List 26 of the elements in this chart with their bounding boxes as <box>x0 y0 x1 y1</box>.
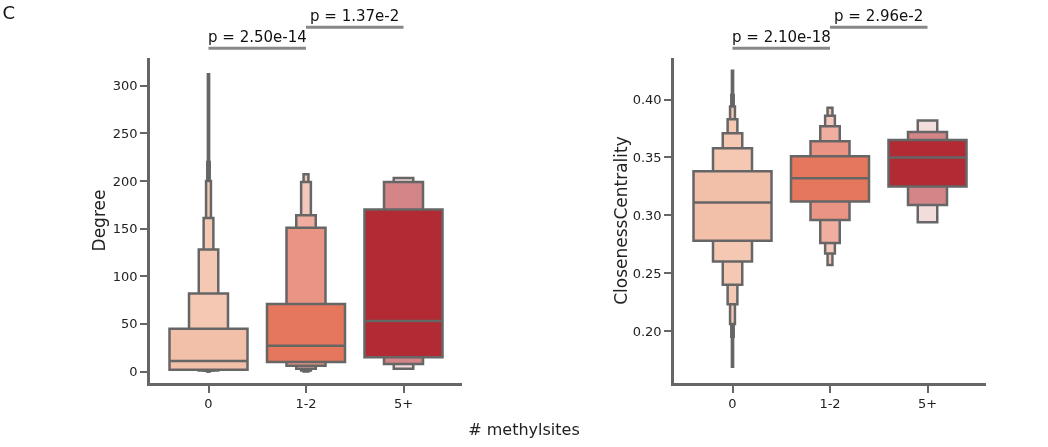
x-axis-title: # methylsites <box>467 420 581 439</box>
x-tick-label: 1-2 <box>295 396 317 412</box>
y-tick-label: 0.30 <box>632 207 662 223</box>
text: p = 2.10e-18 <box>732 28 831 46</box>
x-tick-label: 1-2 <box>819 396 841 412</box>
y-tick-label: 250 <box>112 125 138 141</box>
y-tick-label: 0.40 <box>632 92 662 108</box>
y-tick-label: 100 <box>112 268 138 284</box>
y-tick-label: 200 <box>112 173 138 189</box>
x-tick-label: 5+ <box>917 396 938 412</box>
y-tick-label: 300 <box>112 78 138 94</box>
y-axis-title: Degree <box>88 189 109 252</box>
y-tick-label: 0.35 <box>632 150 662 166</box>
y-tick-label: 0 <box>129 364 138 380</box>
text: p = 2.96e-2 <box>834 7 924 25</box>
y-tick-label: 50 <box>121 316 138 332</box>
y-tick-label: 0.25 <box>632 265 662 281</box>
chart-title: C <box>2 1 16 23</box>
text: p = 2.50e-14 <box>208 28 307 46</box>
y-tick-label: 150 <box>112 221 138 237</box>
y-axis-title: ClosenessCentrality <box>610 136 631 305</box>
x-tick-label: 5+ <box>393 396 414 412</box>
x-tick-label: 0 <box>728 396 737 412</box>
y-tick-label: 0.20 <box>632 323 662 339</box>
x-tick-label: 0 <box>204 396 213 412</box>
text: p = 1.37e-2 <box>310 7 400 25</box>
